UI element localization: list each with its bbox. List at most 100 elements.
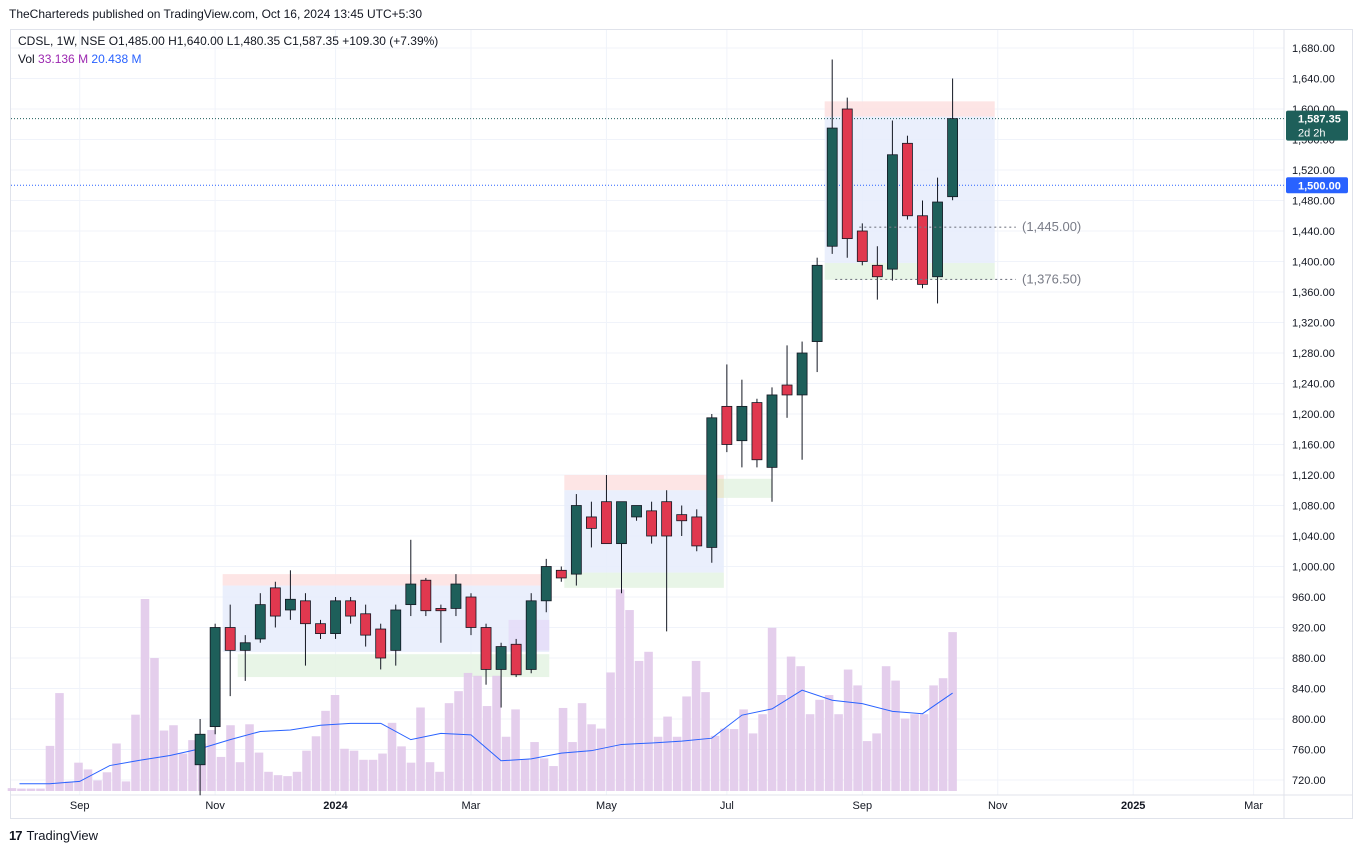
volume-bars [7,589,957,791]
volume-bar [910,714,919,791]
volume-bar [539,758,549,791]
volume-bar [843,669,853,791]
volume-bar [178,753,188,791]
volume-ma-line [19,689,953,785]
last-price-label: 1,587.35 [1298,114,1341,126]
volume-bar [235,762,245,791]
volume-bar [644,651,653,791]
candle-body [766,394,778,468]
zone-rect [237,654,550,678]
candle-body [525,600,537,670]
countdown-label: 2d 2h [1298,128,1326,140]
volume-bar [929,685,938,791]
volume-bar [568,742,577,791]
zone-rect [222,574,550,586]
y-tick-label: 960.00 [1292,592,1326,604]
candle-body [284,598,296,611]
y-tick-label: 1,080.00 [1292,501,1335,513]
tradingview-logo-icon: 17 [9,828,23,843]
candle-body [510,643,522,676]
y-axis[interactable]: 720.00 760.00 800.00 840.00 880.00 920.00 960.… [1292,43,1335,787]
candle-body [300,600,311,625]
y-tick-label: 760.00 [1292,745,1326,757]
volume-bar [881,666,891,791]
candle-body [480,627,492,670]
candle-body [239,642,251,651]
volume-bar [872,733,881,791]
candle-body [495,646,507,670]
publish-info: TheChartereds published on TradingView.c… [9,7,423,21]
volume-legend[interactable]: Vol 33.136 M 20.438 M [18,52,141,66]
candle-body [781,384,793,396]
candle-body [345,600,357,617]
x-tick-label: 2025 [1121,800,1145,812]
volume-bar [853,685,862,791]
annotation-label: (1,445.00) [1022,219,1081,234]
candle-body [570,505,582,575]
volume-bar [207,730,216,791]
candle-body [315,623,326,634]
level-badge [1286,177,1348,194]
candle-body [661,501,673,537]
level-lines [11,118,1284,186]
volume-bar [349,750,359,791]
volume-bar [368,759,378,791]
volume-bar [292,771,302,791]
candle-body [721,405,733,445]
volume-bar [805,714,815,791]
x-tick-label: May [596,800,617,812]
volume-bar [501,736,511,791]
footer[interactable]: 17 TradingView [9,828,98,843]
candle-body [360,613,372,636]
y-tick-label: 800.00 [1292,714,1326,726]
volume-bar [919,714,929,791]
x-tick-label: Jul [720,800,734,812]
volume-bar [549,766,558,791]
volume-bar [45,745,55,791]
candle-body [932,201,943,278]
volume-bar [311,736,321,791]
brand-name: TradingView [26,828,99,843]
volume-bar [596,728,606,791]
x-tick-label: Nov [205,800,225,812]
symbol-legend[interactable]: CDSL, 1W, NSE O1,485.00 H1,640.00 L1,480… [18,34,439,48]
volume-bar [131,714,140,791]
y-tick-label: 1,440.00 [1292,226,1335,238]
volume-bar [691,660,701,791]
volume-bar [558,707,568,791]
volume-bar [425,762,435,791]
volume-bar [625,610,634,791]
x-tick-label: 2024 [323,800,348,812]
y-tick-label: 1,160.00 [1292,440,1335,452]
y-tick-label: 1,240.00 [1292,379,1335,391]
volume-bar [216,756,226,791]
volume-bar [862,741,872,791]
volume-bar [672,736,682,791]
volume-bar [302,750,311,791]
volume-bar [530,742,539,791]
volume-bar [397,746,406,791]
volume-bar [273,775,283,791]
volume-bar [102,772,112,791]
candle-body [917,215,928,285]
volume-bar [93,780,102,791]
candle-body [631,505,642,518]
volume-bar [891,680,900,791]
candle-body [224,627,236,651]
candle-body [450,583,462,609]
x-tick-label: Mar [1244,800,1263,812]
volume-bar [140,599,150,791]
candle-body [254,604,266,640]
volume-bar [188,740,197,791]
volume-bar [710,735,720,791]
candle-body [646,510,657,537]
x-tick-label: Mar [462,800,481,812]
candle-body [330,600,341,634]
volume-bar [17,788,26,791]
candle-body [706,417,718,548]
x-axis[interactable]: Sep Nov 2024 Mar May Jul Sep Nov 2025 Mar [70,800,1263,812]
candle-body [555,569,567,579]
volume-bar [473,675,482,791]
volume-bar [682,696,691,791]
